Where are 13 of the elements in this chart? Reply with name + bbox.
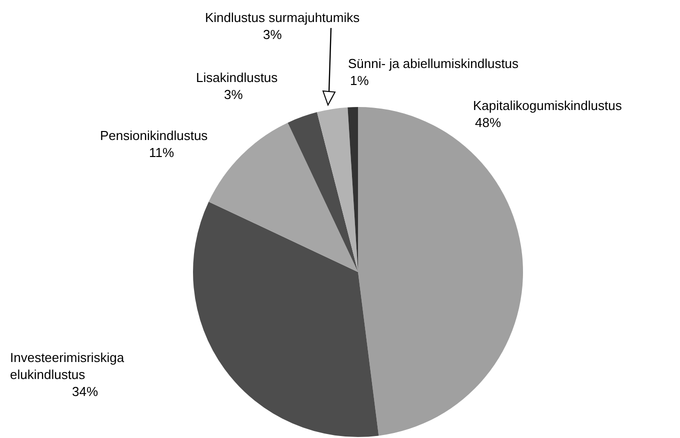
slice-label: Pensionikindlustus <box>100 128 208 143</box>
slice-label: Lisakindlustus <box>196 70 278 85</box>
data-label: 3% <box>224 87 244 102</box>
data-label: 1% <box>350 73 370 88</box>
data-label: 34% <box>72 384 98 399</box>
slice-label: Investeerimisriskiga elukindlustus <box>10 350 125 382</box>
slice-label: Kindlustus surmajuhtumiks <box>205 10 360 25</box>
data-label: 11% <box>149 145 174 160</box>
pie-slice <box>316 107 358 272</box>
data-label: 48% <box>475 115 502 130</box>
data-label: 3% <box>263 27 282 42</box>
slice-label: Kapitalikogumiskindlustus <box>473 98 622 113</box>
slice-label: Sünni- ja abiellumiskindlustus <box>348 56 520 71</box>
